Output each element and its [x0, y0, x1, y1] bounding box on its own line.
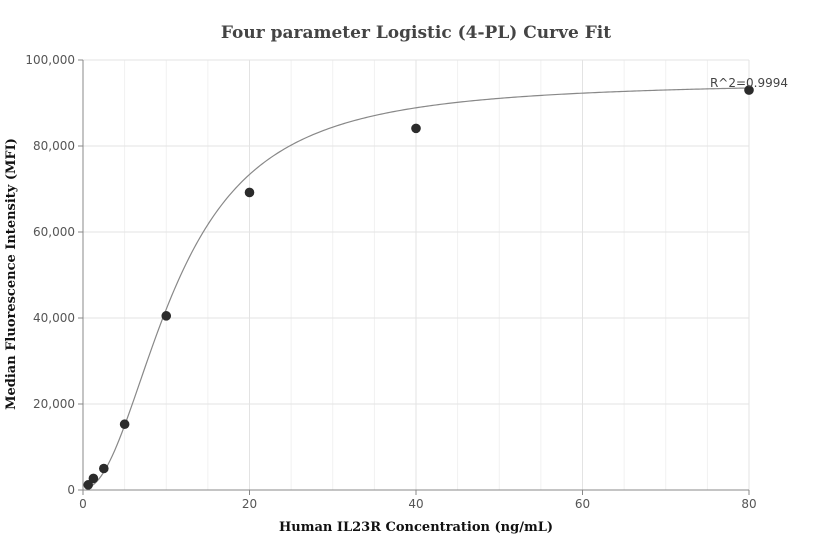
data-point	[83, 480, 94, 490]
y-tick-label: 60,000	[33, 225, 75, 239]
y-tick-label: 20,000	[33, 397, 75, 411]
y-tick-label: 80,000	[33, 139, 75, 153]
data-point	[119, 419, 130, 430]
data-point	[161, 311, 172, 321]
ticks: 0 20 40 60 80 0 20,000 40,000 60,000 80,000 100,00…	[25, 53, 756, 511]
y-axis-label: Median Fluorescence Intensity (MFI)	[4, 138, 19, 410]
x-tick-label: 20	[242, 497, 257, 511]
x-tick-label: 0	[79, 497, 87, 511]
chart-title: Four parameter Logistic (4-PL) Curve Fit	[221, 23, 611, 43]
y-tick-label: 0	[67, 483, 75, 497]
data-points	[83, 85, 754, 490]
r-squared-annotation: R^2=0.9994	[710, 76, 788, 90]
data-point	[411, 123, 421, 134]
grid	[83, 59, 750, 490]
x-tick-label: 80	[741, 497, 756, 511]
data-point	[88, 473, 99, 484]
x-tick-label: 40	[408, 497, 423, 511]
data-point	[244, 187, 255, 198]
x-axis-label: Human IL23R Concentration (ng/mL)	[279, 520, 553, 535]
x-tick-label: 60	[575, 497, 590, 511]
data-point	[744, 85, 754, 95]
fit-curve	[87, 87, 750, 489]
y-tick-label: 40,000	[33, 311, 75, 325]
y-tick-label: 100,000	[25, 53, 75, 67]
data-point	[99, 463, 109, 474]
